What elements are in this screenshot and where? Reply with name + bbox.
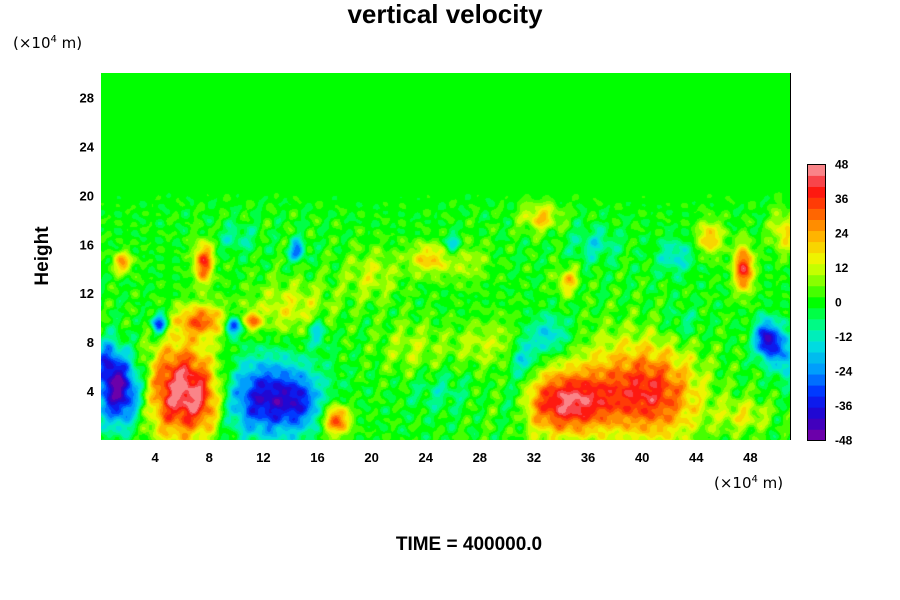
y-tick-label: 4 (87, 384, 95, 399)
chart-title: vertical velocity (347, 0, 543, 29)
colorbar-tick-label: 48 (835, 158, 849, 172)
x-tick-label: 28 (473, 450, 487, 465)
y-tick-label: 12 (80, 286, 94, 301)
colorbar-tick-label: 12 (835, 261, 849, 275)
colorbar-band (807, 230, 826, 243)
y-tick-label: 16 (80, 237, 94, 252)
colorbar-tick-label: -12 (835, 330, 853, 344)
colorbar-band (807, 197, 826, 209)
colorbar-band (807, 252, 826, 265)
x-tick-label: 32 (527, 450, 541, 465)
colorbar-band (807, 330, 826, 342)
colorbar: 48 36 24 12 0 -12 -24 -36 -48 (807, 158, 853, 448)
colorbar-band (807, 407, 826, 419)
colorbar-band (807, 186, 826, 198)
colorbar-band (807, 429, 826, 441)
x-tick-label: 40 (635, 450, 649, 465)
colorbar-band (807, 418, 826, 430)
y-tick-label: 8 (87, 335, 94, 350)
colorbar-band (807, 285, 826, 298)
colorbar-band (807, 363, 826, 375)
x-tick-label: 12 (256, 450, 270, 465)
colorbar-band (807, 352, 826, 364)
colorbar-frame (807, 164, 826, 441)
colorbar-tick-label: 0 (835, 296, 842, 310)
colorbar-band (807, 341, 826, 353)
y-axis-unit-label: (×104 m) (13, 34, 82, 52)
x-tick-label: 4 (152, 450, 160, 465)
colorbar-band (807, 219, 826, 232)
colorbar-band (807, 263, 826, 276)
colorbar-band (807, 208, 826, 220)
colorbar-band (807, 385, 826, 397)
x-tick-label: 8 (206, 450, 213, 465)
colorbar-band (807, 175, 826, 187)
x-tick-label: 44 (689, 450, 704, 465)
colorbar-band (807, 274, 826, 287)
colorbar-band (807, 396, 826, 408)
colorbar-bands (807, 164, 826, 441)
colorbar-tick-label: -36 (835, 399, 853, 413)
time-label: TIME = 400000.0 (396, 534, 542, 555)
colorbar-tick-label: -24 (835, 365, 853, 379)
y-axis-title: Height (32, 226, 53, 286)
colorbar-tick-label: -48 (835, 434, 853, 448)
colorbar-band (807, 308, 826, 320)
colorbar-band (807, 241, 826, 254)
colorbar-tick-label: 24 (835, 227, 849, 241)
x-tick-label: 20 (364, 450, 378, 465)
y-tick-label: 28 (80, 90, 94, 105)
x-axis-ticks: 4 8 12 16 20 24 28 32 36 40 44 48 (152, 450, 758, 465)
x-tick-label: 16 (310, 450, 324, 465)
colorbar-band (807, 374, 826, 386)
colorbar-band (807, 296, 826, 309)
x-axis-unit-label: (×104 m) (714, 474, 783, 492)
colorbar-ticks: 48 36 24 12 0 -12 -24 -36 -48 (835, 158, 853, 448)
x-tick-label: 24 (418, 450, 433, 465)
y-tick-label: 24 (80, 139, 95, 154)
velocity-field (101, 73, 791, 440)
x-tick-label: 48 (743, 450, 757, 465)
x-tick-label: 36 (581, 450, 595, 465)
colorbar-tick-label: 36 (835, 192, 849, 206)
plot-area (101, 73, 791, 440)
colorbar-band (807, 164, 826, 176)
y-axis-ticks: 4 8 12 16 20 24 28 (80, 90, 95, 399)
colorbar-band (807, 319, 826, 331)
y-tick-label: 20 (80, 188, 94, 203)
